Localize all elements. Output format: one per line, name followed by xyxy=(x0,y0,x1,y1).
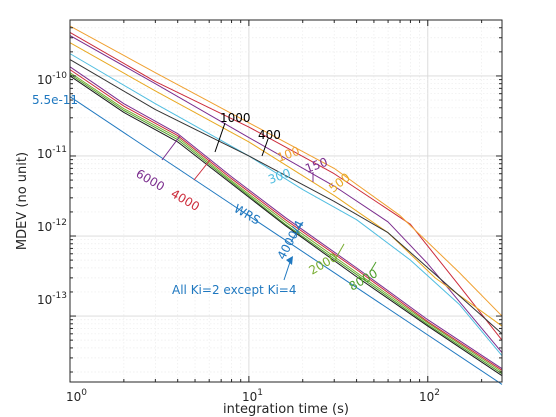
series-line-4000-4 xyxy=(69,75,503,377)
annotation-400: 400 xyxy=(258,128,281,142)
series-line-100 xyxy=(69,25,503,317)
leader-4000 xyxy=(193,159,211,181)
grid xyxy=(69,19,502,382)
plot-frame xyxy=(69,19,503,383)
x-axis-title: integration time (s) xyxy=(223,402,349,417)
leader-8000 xyxy=(369,261,377,273)
series-line-1000 xyxy=(69,59,503,335)
series-line-400 xyxy=(69,31,503,341)
annotation-ki-note: All Ki=2 except Ki=4 xyxy=(172,283,296,297)
series-line-2000 xyxy=(69,72,503,373)
leader-4000-4 xyxy=(290,221,304,243)
x-tick-label-10: 101 xyxy=(242,388,263,404)
arrow-shaft xyxy=(283,261,291,281)
leader-1000 xyxy=(214,122,226,153)
y-tick-label-1e-12: 10-12 xyxy=(37,218,67,234)
series-line-6000 xyxy=(69,66,503,370)
annotation-wrs-value: 5.5e-11 xyxy=(32,93,78,107)
x-tick-label-100: 102 xyxy=(419,388,440,404)
y-tick-label-1e-10: 10-10 xyxy=(37,71,67,87)
leader-2000 xyxy=(335,243,345,259)
y-tick-label-1e-11: 10-11 xyxy=(37,145,67,161)
series-line-300 xyxy=(69,53,503,356)
annotation-1000: 1000 xyxy=(220,111,251,125)
x-tick-label-1: 100 xyxy=(66,388,87,404)
axis-ticks xyxy=(69,19,502,382)
series-line-wrs xyxy=(69,96,503,385)
y-axis-title: MDEV (no unit) xyxy=(15,152,30,250)
leader-400 xyxy=(261,138,269,157)
series-line-150 xyxy=(69,35,503,353)
arrow-head xyxy=(286,256,293,265)
annotation-leaders xyxy=(161,122,377,281)
series-line-8000 xyxy=(69,73,503,375)
leader-6000 xyxy=(161,135,181,161)
series-lines xyxy=(69,25,503,385)
series-line-500 xyxy=(69,42,503,327)
y-tick-label-1e-13: 10-13 xyxy=(37,291,67,307)
series-line-4000 xyxy=(69,69,503,371)
